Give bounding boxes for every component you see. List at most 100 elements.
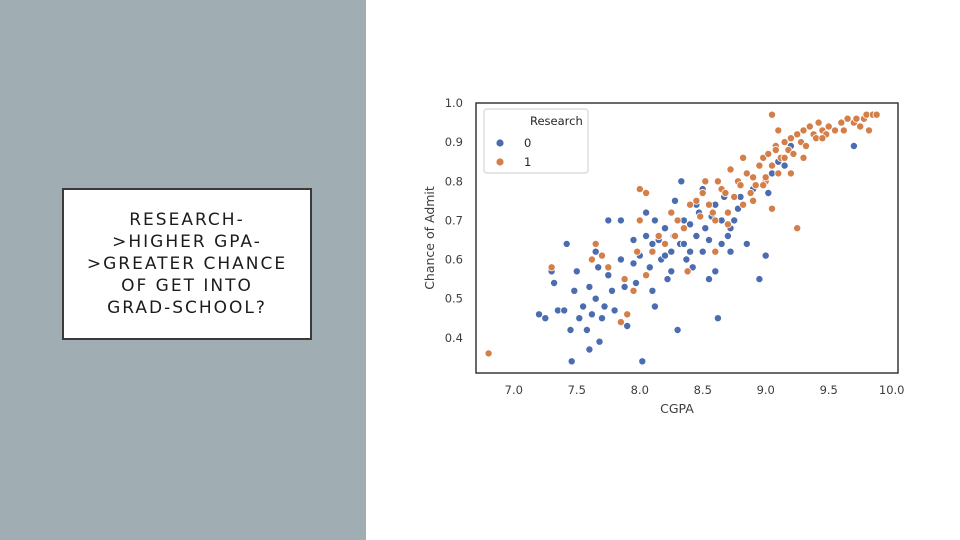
data-point-research-1	[667, 208, 676, 217]
data-point-research-0	[579, 302, 588, 311]
data-point-research-0	[650, 216, 659, 225]
y-tick-label: 0.6	[445, 253, 463, 267]
data-point-research-0	[667, 247, 676, 256]
data-point-research-0	[616, 255, 625, 264]
data-point-research-1	[591, 239, 600, 248]
data-point-research-1	[830, 126, 839, 135]
data-point-research-0	[660, 224, 669, 233]
data-point-research-1	[698, 189, 707, 198]
data-point-research-0	[566, 325, 575, 334]
data-point-research-0	[713, 314, 722, 323]
x-tick-label: 7.0	[505, 383, 523, 397]
data-point-research-0	[761, 251, 770, 260]
data-point-research-1	[708, 208, 717, 217]
data-point-research-1	[759, 181, 768, 190]
legend-title: Research	[530, 114, 583, 128]
data-point-research-1	[739, 153, 748, 162]
data-point-research-1	[587, 255, 596, 264]
data-point-research-1	[856, 122, 865, 131]
data-point-research-0	[648, 239, 657, 248]
data-point-research-1	[774, 126, 783, 135]
data-point-research-1	[837, 118, 846, 127]
data-point-research-0	[642, 231, 651, 240]
data-point-research-1	[547, 263, 556, 272]
data-point-research-1	[767, 204, 776, 213]
data-point-research-1	[686, 200, 695, 209]
data-point-research-0	[541, 314, 550, 323]
plot-frame	[475, 102, 899, 374]
data-point-research-1	[597, 251, 606, 260]
data-point-research-1	[746, 189, 755, 198]
data-point-research-0	[607, 286, 616, 295]
data-point-research-1	[767, 110, 776, 119]
data-point-research-0	[570, 286, 579, 295]
data-point-research-1	[711, 247, 720, 256]
data-point-research-0	[764, 189, 773, 198]
data-point-research-0	[638, 357, 647, 366]
data-point-research-0	[667, 267, 676, 276]
data-point-research-0	[550, 278, 559, 287]
data-point-research-1	[736, 181, 745, 190]
data-point-research-0	[562, 239, 571, 248]
data-point-research-1	[660, 239, 669, 248]
data-point-research-1	[620, 275, 629, 284]
data-point-research-1	[771, 146, 780, 155]
data-point-research-0	[701, 224, 710, 233]
data-point-research-1	[629, 286, 638, 295]
data-point-research-1	[793, 224, 802, 233]
data-point-research-1	[484, 349, 493, 358]
x-tick-label: 9.0	[757, 383, 775, 397]
data-point-research-0	[704, 235, 713, 244]
data-point-research-1	[623, 310, 632, 319]
data-point-research-1	[701, 177, 710, 186]
data-point-research-0	[575, 314, 584, 323]
data-point-research-1	[780, 138, 789, 147]
data-point-research-0	[610, 306, 619, 315]
data-point-research-0	[648, 286, 657, 295]
data-point-research-1	[642, 271, 651, 280]
data-point-research-0	[604, 216, 613, 225]
data-point-research-0	[587, 310, 596, 319]
legend-marker-research-0	[495, 138, 505, 148]
data-point-research-1	[852, 114, 861, 123]
data-point-research-0	[742, 239, 751, 248]
y-tick-label: 0.7	[445, 213, 463, 227]
data-point-research-0	[682, 255, 691, 264]
y-tick-label: 0.5	[445, 292, 463, 306]
data-point-research-0	[704, 275, 713, 284]
data-point-research-1	[801, 142, 810, 151]
legend-label-research-1: 1	[524, 155, 531, 169]
data-point-research-0	[591, 247, 600, 256]
data-point-research-1	[642, 189, 651, 198]
data-point-research-1	[805, 122, 814, 131]
data-point-research-0	[600, 302, 609, 311]
scatter-chart: 7.0 7.5 8.0 8.5 9.0 9.5 10.0 0.4 0.5 0.6 0.7 0.8 0.9…	[422, 96, 905, 416]
data-point-research-0	[686, 220, 695, 229]
legend-marker-research-1	[495, 157, 505, 167]
data-point-research-0	[711, 267, 720, 276]
data-point-research-0	[670, 196, 679, 205]
data-point-research-0	[642, 208, 651, 217]
data-point-research-0	[629, 259, 638, 268]
data-point-research-1	[696, 212, 705, 221]
data-point-research-0	[660, 251, 669, 260]
data-point-research-1	[635, 216, 644, 225]
y-axis-label: Chance of Admit	[422, 186, 437, 290]
data-point-research-1	[723, 220, 732, 229]
data-point-research-1	[872, 110, 881, 119]
data-point-research-0	[849, 142, 858, 151]
data-point-research-1	[654, 231, 663, 240]
data-point-research-1	[839, 126, 848, 135]
x-tick-label: 7.5	[568, 383, 586, 397]
data-point-research-1	[799, 153, 808, 162]
data-point-research-0	[673, 325, 682, 334]
data-point-research-1	[761, 173, 770, 182]
data-point-research-0	[663, 275, 672, 284]
data-point-research-0	[572, 267, 581, 276]
data-point-research-1	[864, 126, 873, 135]
y-tick-label: 0.4	[445, 331, 463, 345]
data-point-research-0	[560, 306, 569, 315]
data-point-research-0	[686, 247, 695, 256]
slide-title: RESEARCH- >HIGHER GPA- >GREATER CHANCE O…	[86, 210, 288, 318]
